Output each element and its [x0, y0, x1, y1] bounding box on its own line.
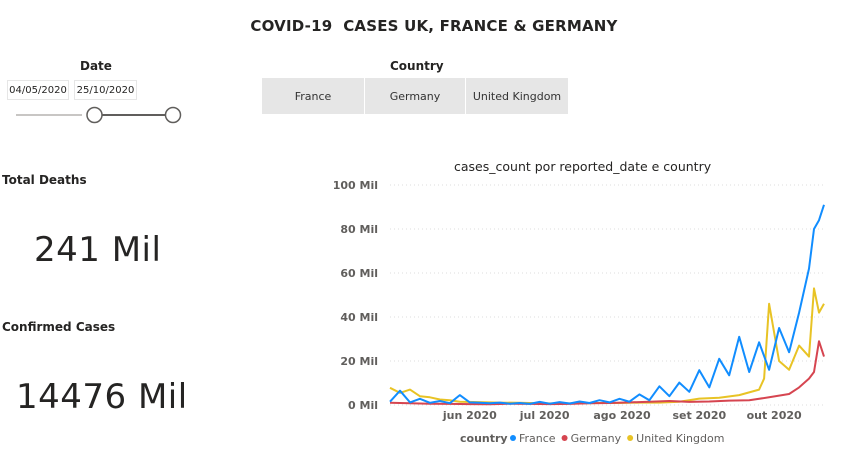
country-option-france[interactable]: France: [262, 78, 364, 114]
chart-legend: country France Germany United Kingdom: [460, 432, 724, 445]
legend-marker: [627, 435, 634, 441]
chart-series: [389, 204, 825, 406]
country-option-united-kingdom[interactable]: United Kingdom: [466, 78, 568, 114]
y-tick-label: 20 Mil: [340, 355, 378, 368]
series-line-germany: [389, 340, 825, 406]
report-title: COVID-19 CASES UK, FRANCE & GERMANY: [250, 17, 618, 35]
x-tick-label: set 2020: [672, 409, 726, 422]
legend-label: United Kingdom: [636, 432, 724, 445]
date-start-input[interactable]: 04/05/2020: [7, 80, 69, 100]
series-line-france: [389, 204, 825, 405]
confirmed-cases-value: 14476 Mil: [16, 377, 188, 417]
date-slicer: Date 04/05/2020 25/10/2020: [0, 0, 200, 130]
y-tick-label: 0 Mil: [348, 399, 378, 412]
y-tick-label: 100 Mil: [333, 179, 378, 192]
slider-end-handle[interactable]: [164, 106, 182, 124]
total-deaths-value: 241 Mil: [34, 230, 162, 270]
x-axis: jun 2020 jul 2020 ago 2020 set 2020 out 2020: [442, 409, 802, 422]
confirmed-cases-label: Confirmed Cases: [2, 320, 116, 334]
chart-title: cases_count por reported_date e country: [454, 159, 712, 174]
y-axis: 0 Mil 20 Mil 40 Mil 60 Mil 80 Mil 100 Mil: [333, 179, 378, 412]
legend-title: country: [460, 432, 508, 445]
y-tick-label: 40 Mil: [340, 311, 378, 324]
x-tick-label: ago 2020: [593, 409, 651, 422]
x-tick-label: jun 2020: [442, 409, 497, 422]
date-end-input[interactable]: 25/10/2020: [74, 80, 137, 100]
y-tick-label: 60 Mil: [340, 267, 378, 280]
legend-label: France: [519, 432, 556, 445]
x-tick-label: jul 2020: [519, 409, 570, 422]
date-range-slider[interactable]: [0, 101, 190, 131]
x-tick-label: out 2020: [747, 409, 802, 422]
chart-gridlines: [390, 184, 824, 406]
series-line-united-kingdom: [389, 287, 825, 405]
country-option-germany[interactable]: Germany: [365, 78, 465, 114]
legend-marker: [561, 435, 568, 441]
y-tick-label: 80 Mil: [340, 223, 378, 236]
legend-marker: [510, 435, 516, 441]
legend-label: Germany: [571, 432, 622, 445]
slider-start-handle[interactable]: [86, 106, 103, 124]
total-deaths-label: Total Deaths: [2, 173, 87, 187]
date-slicer-header: Date: [80, 59, 112, 73]
country-slicer-header: Country: [390, 59, 444, 73]
